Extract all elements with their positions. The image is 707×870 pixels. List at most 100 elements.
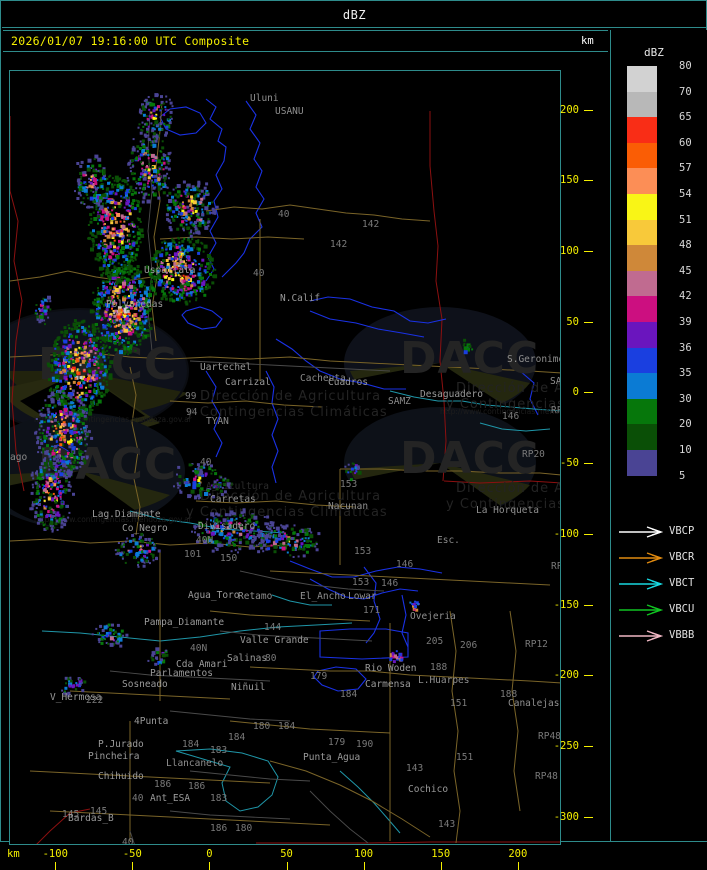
map-label: 4Punta bbox=[134, 716, 169, 727]
map-label: SAOU bbox=[550, 376, 561, 387]
vector-legend-row-vbct: VBCT bbox=[611, 572, 707, 598]
vector-legend-row-vbcp: VBCP bbox=[611, 520, 707, 546]
map-label: 153 bbox=[354, 546, 372, 557]
vector-legend-label: VBCT bbox=[669, 577, 695, 589]
x-axis-tick--50: -50 bbox=[122, 848, 142, 860]
map-label: 153 bbox=[340, 479, 358, 490]
map-label: Punta_Agua bbox=[303, 752, 361, 763]
map-label: 179 bbox=[310, 671, 328, 682]
map-label: 143 bbox=[438, 819, 456, 830]
colorbar-swatch-42 bbox=[627, 296, 657, 322]
map-label: Carmensa bbox=[365, 679, 411, 690]
map-label: L.Huarpes bbox=[418, 675, 470, 686]
y-axis-tick-0: 0 bbox=[572, 386, 579, 399]
map-label: 179 bbox=[328, 737, 346, 748]
map-label: 184 bbox=[182, 739, 200, 750]
map-label: Uspallata bbox=[144, 265, 196, 276]
vector-legend-row-vbcu: VBCU bbox=[611, 598, 707, 624]
y-axis-tick--300: -300 bbox=[553, 810, 579, 823]
map-label: Uluni bbox=[250, 93, 279, 104]
map-label: 151 bbox=[456, 752, 474, 763]
map-label: Nacunan bbox=[328, 501, 369, 512]
map-label: Cochico bbox=[408, 784, 449, 795]
map-label: Carretas bbox=[210, 494, 256, 505]
window-title-bar: dBZ bbox=[2, 2, 707, 28]
arrow-icon-vbcr bbox=[619, 552, 664, 564]
map-label: Retamo bbox=[238, 591, 273, 602]
colorbar-swatch-30 bbox=[627, 398, 657, 425]
map-label: Pampa_Diamante bbox=[144, 617, 225, 628]
vector-legend-label: VBCP bbox=[669, 525, 695, 537]
map-label: Esc. bbox=[437, 535, 460, 546]
colorbar-tick-51: 51 bbox=[679, 213, 692, 226]
map-label: 40 bbox=[132, 793, 144, 804]
vector-legend-row-vbbb: VBBB bbox=[611, 624, 707, 650]
map-label: 184 bbox=[228, 732, 246, 743]
map-label: 40 bbox=[278, 209, 290, 220]
map-label: Agua_Toro bbox=[188, 590, 240, 601]
map-label: 188 bbox=[500, 689, 518, 700]
map-label: ago bbox=[10, 452, 28, 463]
map-label: Niñuil bbox=[231, 682, 266, 693]
map-label: Lowar bbox=[348, 591, 377, 602]
map-label: 143 bbox=[406, 763, 424, 774]
y-axis-tickmark bbox=[584, 321, 593, 323]
map-label: 184 bbox=[278, 721, 296, 732]
map-label: 190 bbox=[356, 739, 374, 750]
map-label: Parlamentos bbox=[150, 668, 213, 679]
y-axis-unit-label: km bbox=[581, 35, 594, 47]
colorbar-tick-57: 57 bbox=[679, 162, 692, 175]
map-label: 222 bbox=[86, 695, 104, 706]
colorbar-swatch-51 bbox=[627, 219, 657, 246]
map-label: 186 bbox=[188, 781, 206, 792]
map-label: 180 bbox=[253, 721, 271, 732]
map-label: 186 bbox=[154, 779, 172, 790]
y-axis-tickmark bbox=[584, 392, 593, 394]
map-label: Agricultura bbox=[206, 481, 269, 492]
map-label: Lag.Diamante bbox=[92, 509, 161, 520]
map-label: 205 bbox=[426, 636, 444, 647]
map-canvas: DACC DACC DACC DACC Dirección de Agricul… bbox=[10, 71, 560, 844]
map-label: 188 bbox=[430, 662, 448, 673]
window-title: dBZ bbox=[342, 7, 367, 22]
radar-plot-area[interactable]: DACC DACC DACC DACC Dirección de Agricul… bbox=[9, 70, 561, 845]
map-label: 40 bbox=[122, 837, 134, 845]
x-axis-tickmark bbox=[209, 862, 211, 870]
map-label: 153 bbox=[352, 577, 370, 588]
map-label: Uartechel bbox=[200, 362, 252, 373]
map-label: 40 bbox=[253, 268, 265, 279]
vector-legend-label: VBBB bbox=[669, 629, 695, 641]
radar-echo-layer bbox=[29, 93, 474, 698]
colorbar-swatch-39 bbox=[627, 321, 657, 348]
y-axis-tickmark bbox=[584, 109, 593, 111]
x-axis: -100 -50 0 50 100 150 200 bbox=[9, 846, 561, 870]
map-label: Rio Woden bbox=[365, 663, 417, 674]
arrow-icon-vbbb bbox=[619, 630, 664, 642]
colorbar-swatch-45 bbox=[627, 270, 657, 297]
x-axis-tickmark bbox=[440, 862, 442, 870]
map-label: Valle Grande bbox=[240, 635, 309, 646]
colorbar-tick-10: 10 bbox=[679, 444, 692, 456]
map-label: RP48 bbox=[535, 771, 558, 782]
map-label: 150 bbox=[220, 553, 238, 564]
map-label: 40N bbox=[190, 643, 208, 654]
y-axis-tickmark bbox=[584, 463, 593, 465]
x-axis-tick-200: 200 bbox=[508, 848, 528, 860]
colorbar-tick-42: 42 bbox=[679, 290, 692, 303]
colorbar-tick-65: 65 bbox=[679, 111, 692, 124]
colorbar-swatch-80 bbox=[627, 66, 657, 92]
map-label: 145 bbox=[90, 806, 108, 817]
x-axis-tickmark bbox=[517, 862, 519, 870]
x-axis-tickmark bbox=[132, 862, 134, 870]
y-axis-tick--250: -250 bbox=[553, 740, 579, 752]
dbz-colorbar[interactable]: 80 70 65 60 57 54 51 48 45 42 39 36 35 30 20 10 5 bbox=[627, 60, 692, 482]
x-axis-tick--100: -100 bbox=[42, 848, 68, 860]
map-label: 144 bbox=[264, 622, 282, 633]
colorbar-swatch-57 bbox=[627, 168, 657, 194]
y-axis-tickmark bbox=[584, 746, 593, 747]
legend-panel: dBZ 80 70 65 60 57 54 51 48 45 42 39 36 35 30 20 10 5 VB… bbox=[610, 30, 707, 841]
map-label: Co_Negro bbox=[122, 523, 168, 534]
colorbar-swatch-54 bbox=[627, 193, 657, 220]
map-label: 183 bbox=[210, 745, 228, 756]
map-label: Llancanelo bbox=[166, 758, 224, 769]
